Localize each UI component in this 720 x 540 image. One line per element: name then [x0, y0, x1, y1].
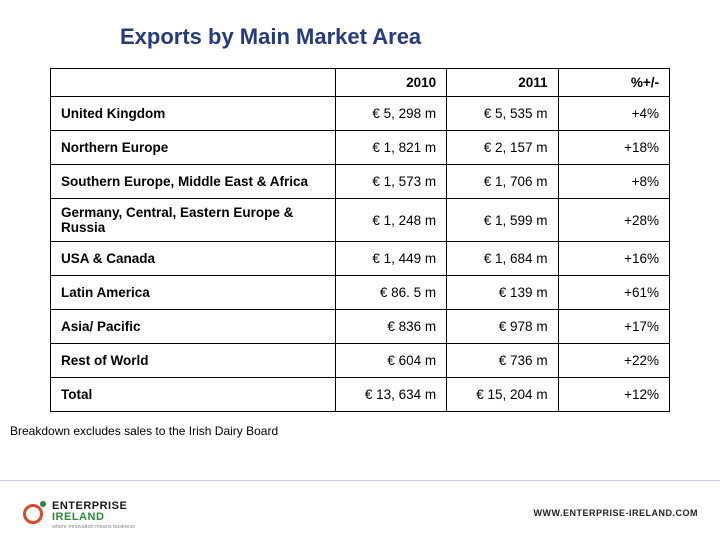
value-2011-cell: € 978 m [447, 310, 558, 344]
region-cell: Total [51, 378, 336, 412]
logo-tagline: where innovation means business [52, 525, 135, 531]
table-row: Asia/ Pacific€ 836 m€ 978 m+17% [51, 310, 670, 344]
value-2010-cell: € 1, 573 m [335, 165, 446, 199]
footnote: Breakdown excludes sales to the Irish Da… [10, 424, 670, 438]
value-2011-cell: € 2, 157 m [447, 131, 558, 165]
pct-cell: +8% [558, 165, 669, 199]
pct-cell: +18% [558, 131, 669, 165]
logo-text: ENTERPRISE IRELAND where innovation mean… [52, 501, 135, 531]
col-header-pct: %+/- [558, 69, 669, 97]
logo-line2: IRELAND [52, 512, 135, 523]
value-2011-cell: € 5, 535 m [447, 97, 558, 131]
value-2010-cell: € 86. 5 m [335, 276, 446, 310]
table-header-row: 2010 2011 %+/- [51, 69, 670, 97]
enterprise-ireland-logo: ENTERPRISE IRELAND where innovation mean… [20, 501, 135, 531]
region-cell: Latin America [51, 276, 336, 310]
region-cell: Rest of World [51, 344, 336, 378]
pct-cell: +17% [558, 310, 669, 344]
region-cell: Southern Europe, Middle East & Africa [51, 165, 336, 199]
value-2011-cell: € 736 m [447, 344, 558, 378]
region-cell: Asia/ Pacific [51, 310, 336, 344]
table-row: Latin America€ 86. 5 m€ 139 m+61% [51, 276, 670, 310]
footer: ENTERPRISE IRELAND where innovation mean… [0, 480, 720, 540]
value-2011-cell: € 15, 204 m [447, 378, 558, 412]
region-cell: USA & Canada [51, 242, 336, 276]
value-2010-cell: € 5, 298 m [335, 97, 446, 131]
table-row: USA & Canada€ 1, 449 m€ 1, 684 m+16% [51, 242, 670, 276]
pct-cell: +61% [558, 276, 669, 310]
pct-cell: +16% [558, 242, 669, 276]
slide: Exports by Main Market Area 2010 2011 %+… [0, 0, 720, 540]
exports-table: 2010 2011 %+/- United Kingdom€ 5, 298 m€… [50, 68, 670, 412]
pct-cell: +22% [558, 344, 669, 378]
pct-cell: +4% [558, 97, 669, 131]
pct-cell: +12% [558, 378, 669, 412]
value-2010-cell: € 1, 449 m [335, 242, 446, 276]
col-header-region [51, 69, 336, 97]
value-2010-cell: € 836 m [335, 310, 446, 344]
value-2010-cell: € 604 m [335, 344, 446, 378]
table-row: Rest of World€ 604 m€ 736 m+22% [51, 344, 670, 378]
pct-cell: +28% [558, 199, 669, 242]
value-2011-cell: € 1, 599 m [447, 199, 558, 242]
col-header-2011: 2011 [447, 69, 558, 97]
value-2011-cell: € 1, 684 m [447, 242, 558, 276]
value-2010-cell: € 1, 821 m [335, 131, 446, 165]
logo-line1: ENTERPRISE [52, 501, 135, 512]
page-title: Exports by Main Market Area [120, 24, 670, 50]
table-row: Northern Europe€ 1, 821 m€ 2, 157 m+18% [51, 131, 670, 165]
region-cell: Germany, Central, Eastern Europe & Russi… [51, 199, 336, 242]
value-2010-cell: € 13, 634 m [335, 378, 446, 412]
value-2011-cell: € 139 m [447, 276, 558, 310]
value-2010-cell: € 1, 248 m [335, 199, 446, 242]
table-row: United Kingdom€ 5, 298 m€ 5, 535 m+4% [51, 97, 670, 131]
region-cell: Northern Europe [51, 131, 336, 165]
col-header-2010: 2010 [335, 69, 446, 97]
logo-mark-icon [20, 501, 46, 527]
table-row: Southern Europe, Middle East & Africa€ 1… [51, 165, 670, 199]
website-url: WWW.ENTERPRISE-IRELAND.COM [534, 508, 699, 518]
value-2011-cell: € 1, 706 m [447, 165, 558, 199]
table-row: Total€ 13, 634 m€ 15, 204 m+12% [51, 378, 670, 412]
table-row: Germany, Central, Eastern Europe & Russi… [51, 199, 670, 242]
region-cell: United Kingdom [51, 97, 336, 131]
